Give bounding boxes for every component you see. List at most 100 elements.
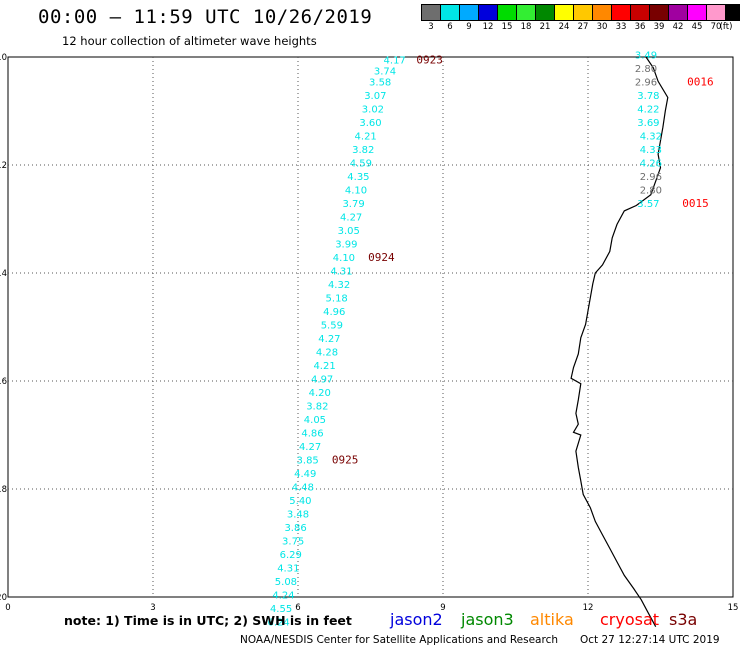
wave-height-value: 4.21	[313, 361, 335, 372]
wave-height-value: 4.22	[637, 104, 659, 115]
y-tick-label: -10	[0, 53, 7, 63]
color-swatch	[574, 5, 593, 20]
wave-height-value: 3.86	[284, 523, 306, 534]
wave-height-value: 4.24	[272, 590, 294, 601]
wave-height-value: 3.02	[362, 104, 384, 115]
x-tick-label: 15	[728, 603, 739, 613]
wave-height-value: 3.69	[637, 118, 659, 129]
color-scale-label: 27	[577, 22, 589, 32]
credit-text: NOAA/NESDIS Center for Satellite Applica…	[240, 634, 558, 646]
timestamp-text: Oct 27 12:27:14 UTC 2019	[580, 634, 720, 646]
wave-height-value: 3.82	[352, 145, 374, 156]
pass-time-label: 0925	[332, 453, 359, 466]
pass-time-label: 0016	[687, 75, 714, 88]
x-tick-label: 9	[440, 603, 445, 613]
wave-height-value: 4.27	[340, 212, 362, 223]
wave-height-value: 3.49	[635, 50, 657, 61]
wave-height-value: 3.60	[359, 118, 381, 129]
color-scale-label: 39	[653, 22, 665, 32]
color-scale-label: 9	[466, 22, 472, 32]
coastline	[570, 56, 669, 627]
color-swatch	[669, 5, 688, 20]
legend-jason3: jason3	[461, 610, 514, 629]
legend-s3a: s3a	[669, 610, 698, 629]
color-swatch	[498, 5, 517, 20]
color-scale-label: 33	[615, 22, 627, 32]
wave-height-value: 3.57	[637, 199, 659, 210]
y-tick-label: -12	[0, 161, 7, 171]
page-subtitle: 12 hour collection of altimeter wave hei…	[62, 34, 317, 48]
wave-height-value: 4.55	[270, 604, 292, 615]
color-scale-label: 45	[691, 22, 703, 32]
color-scale-label: 3	[428, 22, 434, 32]
color-swatch	[460, 5, 479, 20]
legend-jason2: jason2	[390, 610, 443, 629]
color-scale-label: 21	[539, 22, 551, 32]
page-title: 00:00 – 11:59 UTC 10/26/2019	[38, 6, 373, 28]
y-tick-label: -14	[0, 269, 7, 279]
wave-height-value: 3.75	[282, 536, 304, 547]
wave-height-value: 5.18	[326, 293, 348, 304]
color-swatch	[441, 5, 460, 20]
wave-height-value: 4.35	[347, 172, 369, 183]
wave-height-value: 4.10	[333, 253, 355, 264]
wave-height-value: 4.31	[330, 266, 352, 277]
color-swatch	[650, 5, 669, 20]
wave-height-value: 2.96	[635, 77, 657, 88]
wave-height-value: 4.27	[299, 442, 321, 453]
wave-height-value: 4.33	[640, 145, 662, 156]
color-scale-label: 24	[558, 22, 570, 32]
wave-height-value: 4.28	[316, 347, 338, 358]
wave-height-value: 3.82	[306, 401, 328, 412]
y-tick-label: -18	[0, 485, 7, 495]
wave-height-value: 4.59	[350, 158, 372, 169]
wave-height-value: 5.40	[289, 496, 311, 507]
wave-height-value: 4.20	[309, 388, 331, 399]
note-text: note: 1) Time is in UTC; 2) SWH is in fe…	[64, 613, 352, 628]
x-tick-label: 6	[295, 603, 300, 613]
x-tick-label: 3	[150, 603, 155, 613]
x-tick-label: 12	[583, 603, 594, 613]
x-tick-label: 0	[5, 603, 10, 613]
pass-time-label: 0924	[368, 251, 395, 264]
map-frame	[7, 56, 734, 598]
wave-height-value: 3.48	[287, 509, 309, 520]
wave-height-value: 3.58	[369, 77, 391, 88]
color-scale-label: 42	[672, 22, 684, 32]
wave-height-value: 4.32	[328, 280, 350, 291]
wave-height-value: 6.29	[280, 550, 302, 561]
wave-height-value: 4.27	[318, 334, 340, 345]
wave-height-value: 4.97	[311, 374, 333, 385]
color-scale-label: 6	[447, 22, 453, 32]
wave-height-value: 4.21	[355, 131, 377, 142]
color-scale-label: 15	[501, 22, 513, 32]
wave-height-value: 6.24	[268, 617, 290, 628]
color-swatch	[422, 5, 441, 20]
wave-height-value: 2.80	[640, 185, 662, 196]
wave-height-value: 4.48	[292, 482, 314, 493]
color-scale-label: 18	[520, 22, 532, 32]
y-tick-label: -16	[0, 377, 7, 387]
color-scale-label: 30	[596, 22, 608, 32]
wave-height-value: 3.74	[374, 67, 396, 78]
pass-time-label: 0015	[682, 197, 709, 210]
color-swatch	[631, 5, 650, 20]
color-scale-bar	[421, 4, 740, 21]
y-tick-label: -20	[0, 593, 7, 603]
wave-height-value: 4.96	[323, 307, 345, 318]
pass-time-label: 0923	[416, 54, 443, 67]
wave-height-value: 4.86	[301, 428, 323, 439]
wave-height-value: 3.99	[335, 239, 357, 250]
legend-cryosat: cryosat	[600, 610, 660, 629]
wave-height-value: 4.49	[294, 469, 316, 480]
wave-height-value: 4.26	[640, 158, 662, 169]
color-swatch	[726, 5, 740, 20]
color-swatch	[688, 5, 707, 20]
legend-altika: altika	[530, 610, 574, 629]
wave-height-value: 4.05	[304, 415, 326, 426]
wave-height-value: 4.10	[345, 185, 367, 196]
wave-height-value: 3.85	[297, 455, 319, 466]
color-swatch	[536, 5, 555, 20]
wave-height-value: 3.78	[637, 91, 659, 102]
